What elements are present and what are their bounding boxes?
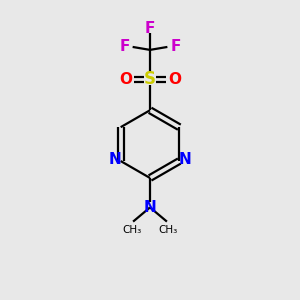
Text: S: S xyxy=(144,70,156,88)
Text: N: N xyxy=(179,152,192,167)
Text: F: F xyxy=(119,39,130,54)
Text: O: O xyxy=(168,72,181,87)
Text: F: F xyxy=(170,39,181,54)
Text: CH₃: CH₃ xyxy=(159,225,178,235)
Text: CH₃: CH₃ xyxy=(122,225,141,235)
Text: N: N xyxy=(108,152,121,167)
Text: F: F xyxy=(145,21,155,36)
Text: N: N xyxy=(144,200,156,215)
Text: O: O xyxy=(119,72,132,87)
